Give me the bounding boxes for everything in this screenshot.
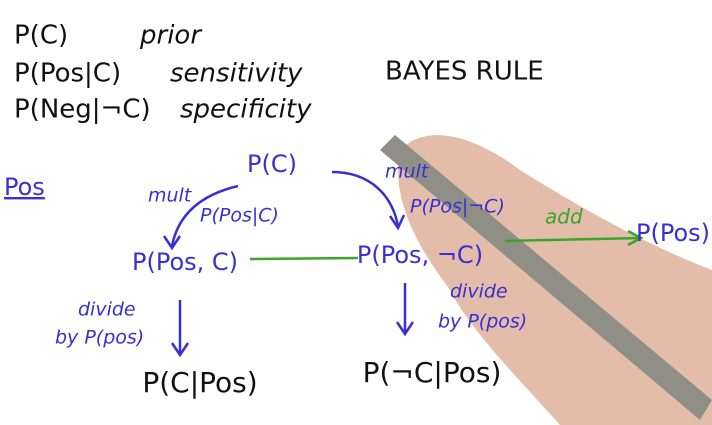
arrow: [170, 184, 239, 247]
arrow: [504, 236, 641, 243]
arrowhead: [627, 229, 644, 247]
definition-term: P(C): [14, 21, 68, 51]
pen: [380, 135, 712, 420]
definition-term: P(Neg|¬C): [14, 95, 151, 125]
title: BAYES RULE: [385, 57, 544, 87]
edge-label: by P(pos): [438, 311, 527, 333]
edge-label: divide: [78, 299, 136, 321]
definition-meaning: sensitivity: [170, 59, 303, 89]
section-label: Pos: [4, 173, 45, 201]
edge-label: mult: [385, 161, 430, 183]
arrow: [331, 170, 400, 227]
arrowhead: [395, 321, 415, 337]
edge-label: by P(pos): [55, 327, 144, 349]
edge-label: mult: [148, 185, 193, 207]
definition-meaning: specificity: [180, 95, 312, 125]
edge-label: add: [545, 205, 583, 229]
definition-meaning: prior: [139, 21, 203, 51]
arrowhead: [388, 214, 406, 231]
arrowhead: [170, 342, 190, 358]
edge-label: divide: [450, 281, 508, 303]
node: P(Pos, ¬C): [357, 241, 483, 269]
node: P(¬C|Pos): [363, 356, 502, 389]
arrowhead: [162, 235, 182, 251]
edge-label: P(Pos|¬C): [410, 196, 505, 218]
node: P(Pos, C): [132, 248, 238, 276]
node: P(C): [247, 150, 297, 178]
edge-label: P(Pos|C): [200, 205, 279, 227]
definition-term: P(Pos|C): [14, 59, 121, 89]
node: P(Pos): [636, 219, 710, 247]
node: P(C|Pos): [142, 366, 257, 399]
connector: [249, 256, 359, 261]
